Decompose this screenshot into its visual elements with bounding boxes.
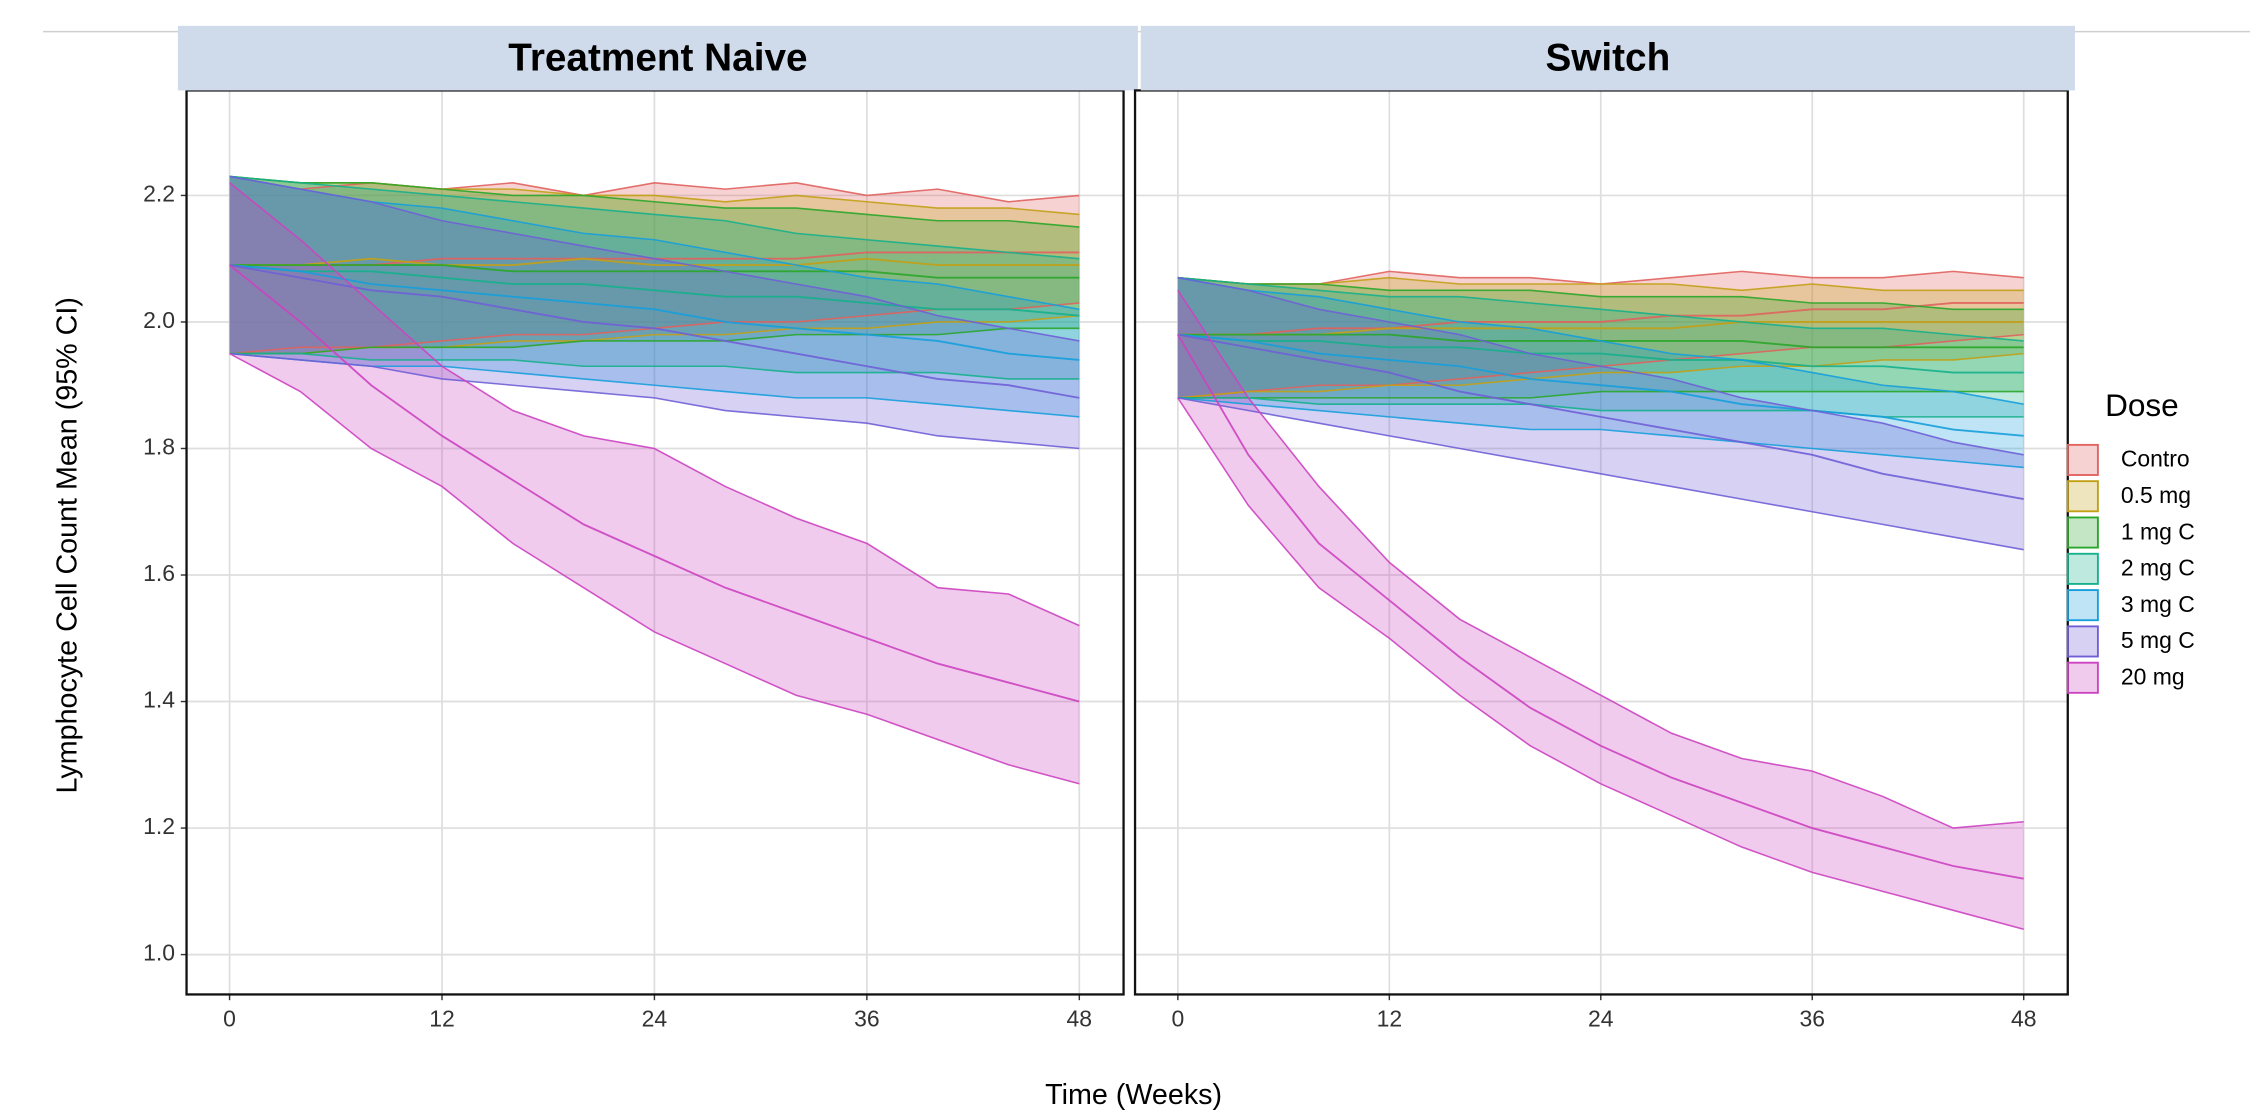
legend-label: 1 mg C	[2121, 518, 2195, 544]
ci-ribbon	[1177, 277, 2024, 417]
ci-bound-line	[229, 327, 1080, 355]
mean-line	[229, 264, 1080, 399]
x-tick-label: 12	[429, 1005, 455, 1031]
ci-ribbon	[1177, 277, 2024, 550]
y-tick-label: 2.0	[143, 307, 175, 333]
x-tick-label: 24	[642, 1005, 668, 1031]
ci-bound-line	[1177, 352, 2024, 399]
ci-bound-line	[1177, 289, 2024, 829]
legend-label: 3 mg C	[2121, 591, 2195, 617]
legend-key	[2066, 516, 2099, 549]
x-tick-label: 36	[854, 1005, 880, 1031]
facet-strip	[177, 25, 1138, 91]
ci-bound-line	[229, 352, 1080, 450]
ci-bound-line	[229, 175, 1080, 260]
ci-ribbon	[1177, 277, 2024, 398]
y-tick-label: 1.0	[143, 940, 175, 966]
ci-bound-line	[1177, 276, 2024, 405]
legend-title: Dose	[2105, 387, 2179, 423]
mean-line	[1177, 302, 2024, 336]
mean-line	[229, 264, 1080, 279]
ci-ribbon	[1177, 290, 2024, 930]
ci-bound-line	[1177, 276, 2024, 311]
y-tick-label: 1.6	[143, 560, 175, 586]
y-axis-label: Lymphocyte Cell Count Mean (95% CI)	[51, 297, 83, 793]
legend-key	[2066, 661, 2099, 694]
y-tick-label: 2.2	[143, 181, 175, 207]
mean-line	[229, 264, 1080, 361]
legend-label: 0.5 mg	[2121, 482, 2191, 508]
x-tick-label: 0	[223, 1005, 236, 1031]
ci-bound-line	[1177, 276, 2024, 456]
ci-ribbon	[229, 182, 1080, 784]
ci-bound-line	[1177, 276, 2024, 342]
ci-ribbon	[1177, 277, 2024, 398]
legend-key	[2066, 552, 2099, 585]
ci-bound-line	[229, 175, 1080, 342]
mean-line	[1177, 334, 2024, 880]
legend-key	[2066, 589, 2099, 622]
ci-bound-line	[229, 352, 1080, 380]
mean-line	[229, 257, 1080, 266]
mean-line	[228, 264, 1080, 703]
legend-label: Contro	[2121, 446, 2190, 472]
legend-key	[2066, 480, 2099, 513]
mean-line	[229, 264, 1080, 317]
legend-key	[2066, 625, 2099, 658]
x-tick-label: 36	[1799, 1005, 1825, 1031]
ci-bound-line	[1177, 397, 2024, 931]
facet-title: Treatment Naive	[508, 37, 807, 80]
legend-label: 5 mg C	[2121, 627, 2195, 653]
y-tick-label: 1.4	[143, 687, 175, 713]
ci-bound-line	[1177, 397, 2024, 551]
x-tick-label: 48	[1067, 1005, 1093, 1031]
y-tick-label: 1.8	[143, 434, 175, 460]
legend-label: 20 mg	[2121, 664, 2185, 690]
facet-title: Switch	[1545, 37, 1670, 80]
x-tick-label: 12	[1377, 1005, 1403, 1031]
x-tick-label: 24	[1588, 1005, 1614, 1031]
x-tick-label: 48	[2011, 1005, 2037, 1031]
mean-line	[1177, 333, 2024, 501]
ci-bound-line	[229, 175, 1080, 228]
ci-bound-line	[1177, 390, 2024, 399]
ci-bound-line	[229, 352, 1080, 785]
legend-key	[2066, 443, 2099, 476]
y-tick-label: 1.2	[143, 813, 175, 839]
x-tick-label: 0	[1171, 1005, 1184, 1031]
mean-line	[1177, 333, 2024, 437]
ci-bound-line	[229, 182, 1080, 627]
ci-ribbon	[229, 176, 1080, 449]
facet-strip	[1140, 25, 2075, 91]
ci-ribbon	[229, 176, 1080, 417]
ci-bound-line	[1177, 397, 2024, 469]
legend-label: 2 mg C	[2121, 555, 2195, 581]
mean-line	[1177, 333, 2024, 374]
x-axis-label: Time (Weeks)	[1045, 1079, 1222, 1111]
